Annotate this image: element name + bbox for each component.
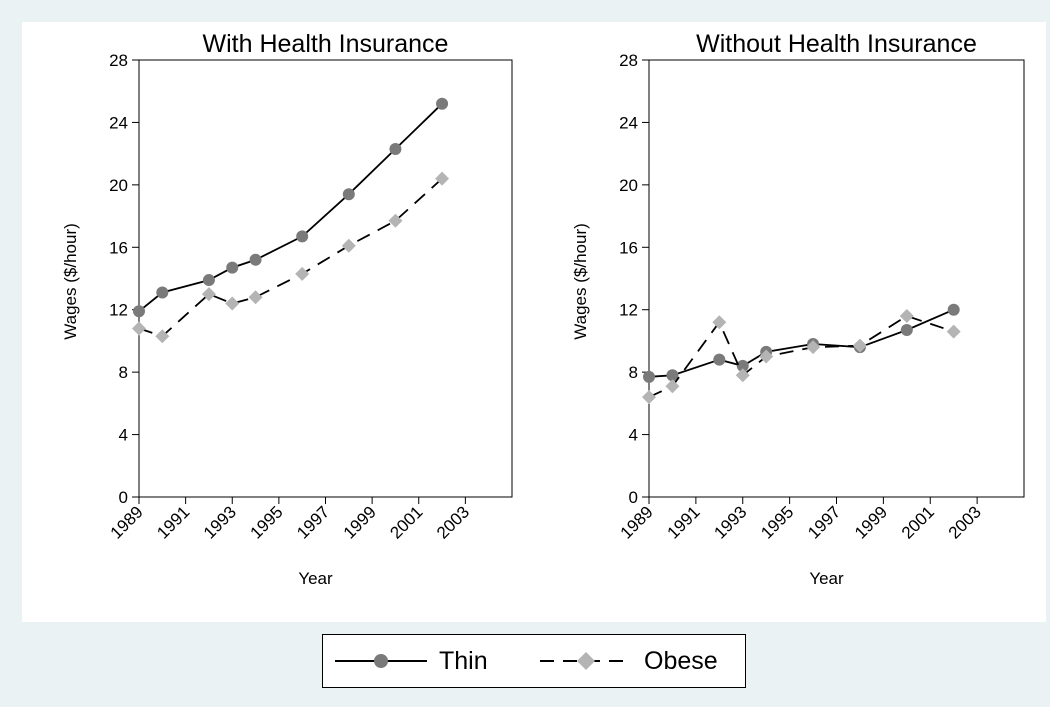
data-point-thin xyxy=(713,354,725,366)
x-tick-label: 1989 xyxy=(617,502,657,542)
data-point-thin xyxy=(389,143,401,155)
x-axis-label: Year xyxy=(298,569,333,588)
x-tick-label: 1989 xyxy=(107,502,147,542)
x-tick-label: 1995 xyxy=(247,502,287,542)
x-tick-label: 1999 xyxy=(851,502,891,542)
y-tick-label: 8 xyxy=(119,363,128,382)
x-tick-label: 2003 xyxy=(433,502,473,542)
y-tick-label: 4 xyxy=(629,426,638,445)
chart-title: With Health Insurance xyxy=(203,30,449,58)
y-tick-label: 0 xyxy=(629,488,638,507)
y-tick-label: 0 xyxy=(119,488,128,507)
x-tick-label: 2003 xyxy=(945,502,985,542)
y-axis-label: Wages ($/hour) xyxy=(61,223,80,340)
x-tick-label: 1997 xyxy=(293,502,333,542)
data-point-thin xyxy=(203,274,215,286)
legend: Thin Obese xyxy=(322,634,746,688)
y-tick-label: 28 xyxy=(619,51,638,70)
y-tick-label: 28 xyxy=(109,51,128,70)
legend-swatch-obese xyxy=(538,651,634,671)
x-tick-label: 2001 xyxy=(386,502,426,542)
y-tick-label: 16 xyxy=(109,238,128,257)
y-tick-label: 12 xyxy=(109,301,128,320)
data-point-thin xyxy=(296,230,308,242)
data-point-thin xyxy=(436,98,448,110)
legend-label-obese: Obese xyxy=(644,647,718,676)
x-tick-label: 1993 xyxy=(200,502,240,542)
x-tick-label: 1993 xyxy=(710,502,750,542)
x-tick-label: 1995 xyxy=(757,502,797,542)
y-axis-label: Wages ($/hour) xyxy=(571,223,590,340)
data-point-thin xyxy=(250,254,262,266)
legend-label-thin: Thin xyxy=(439,647,488,676)
plot-frame xyxy=(649,60,1024,497)
y-tick-label: 12 xyxy=(619,301,638,320)
data-point-thin xyxy=(643,371,655,383)
plot-frame xyxy=(139,60,512,497)
y-tick-label: 16 xyxy=(619,238,638,257)
legend-marker-obese xyxy=(577,652,595,670)
data-point-thin xyxy=(901,324,913,336)
data-point-thin xyxy=(948,304,960,316)
y-tick-label: 24 xyxy=(109,113,128,132)
y-tick-label: 20 xyxy=(619,176,638,195)
legend-swatch-thin xyxy=(333,651,429,671)
data-point-thin xyxy=(343,188,355,200)
x-axis-label: Year xyxy=(809,569,844,588)
y-tick-label: 8 xyxy=(629,363,638,382)
y-tick-label: 4 xyxy=(119,426,128,445)
x-tick-label: 1999 xyxy=(340,502,380,542)
y-tick-label: 24 xyxy=(619,113,638,132)
data-point-thin xyxy=(156,287,168,299)
data-point-thin xyxy=(133,305,145,317)
x-tick-label: 1991 xyxy=(153,502,193,542)
y-tick-label: 20 xyxy=(109,176,128,195)
legend-item-obese: Obese xyxy=(538,635,718,687)
legend-item-thin: Thin xyxy=(333,635,488,687)
data-point-thin xyxy=(226,262,238,274)
chart-title: Without Health Insurance xyxy=(696,30,977,58)
x-tick-label: 1991 xyxy=(664,502,704,542)
legend-marker-thin xyxy=(374,654,388,668)
x-tick-label: 1997 xyxy=(804,502,844,542)
chart-2: Without Health Insurance 0 4 8 12 16 20 24 28 198… xyxy=(571,30,1024,588)
x-tick-label: 2001 xyxy=(898,502,938,542)
